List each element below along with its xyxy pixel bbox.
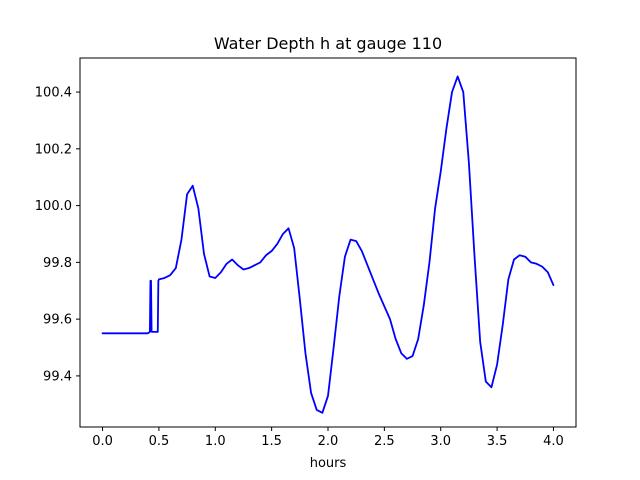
y-tick-label: 100.2: [35, 142, 72, 157]
y-tick-label: 99.6: [43, 313, 72, 328]
y-tick-label: 100.0: [35, 199, 72, 214]
y-tick-label: 99.8: [43, 256, 72, 271]
x-tick-label: 3.5: [487, 434, 508, 449]
x-tick-label: 2.5: [374, 434, 395, 449]
x-tick-label: 4.0: [543, 434, 564, 449]
chart-title: Water Depth h at gauge 110: [214, 34, 442, 53]
x-tick-label: 3.0: [430, 434, 451, 449]
x-axis: 0.0 0.5 1.0 1.5 2.0 2.5 3.0 3.5 4.0: [92, 427, 564, 449]
x-tick-label: 0.5: [149, 434, 170, 449]
plot-frame: [79, 57, 577, 428]
y-tick-label: 100.4: [35, 86, 72, 101]
x-tick-label: 0.0: [92, 434, 113, 449]
x-axis-label: hours: [310, 456, 347, 471]
x-tick-label: 1.5: [261, 434, 282, 449]
series-line: [101, 75, 555, 414]
x-tick-label: 2.0: [318, 434, 339, 449]
x-tick-label: 1.0: [205, 434, 226, 449]
y-axis: 99.4 99.6 99.8 100.0 100.2 100.4: [35, 86, 80, 384]
y-tick-label: 99.4: [43, 369, 72, 384]
